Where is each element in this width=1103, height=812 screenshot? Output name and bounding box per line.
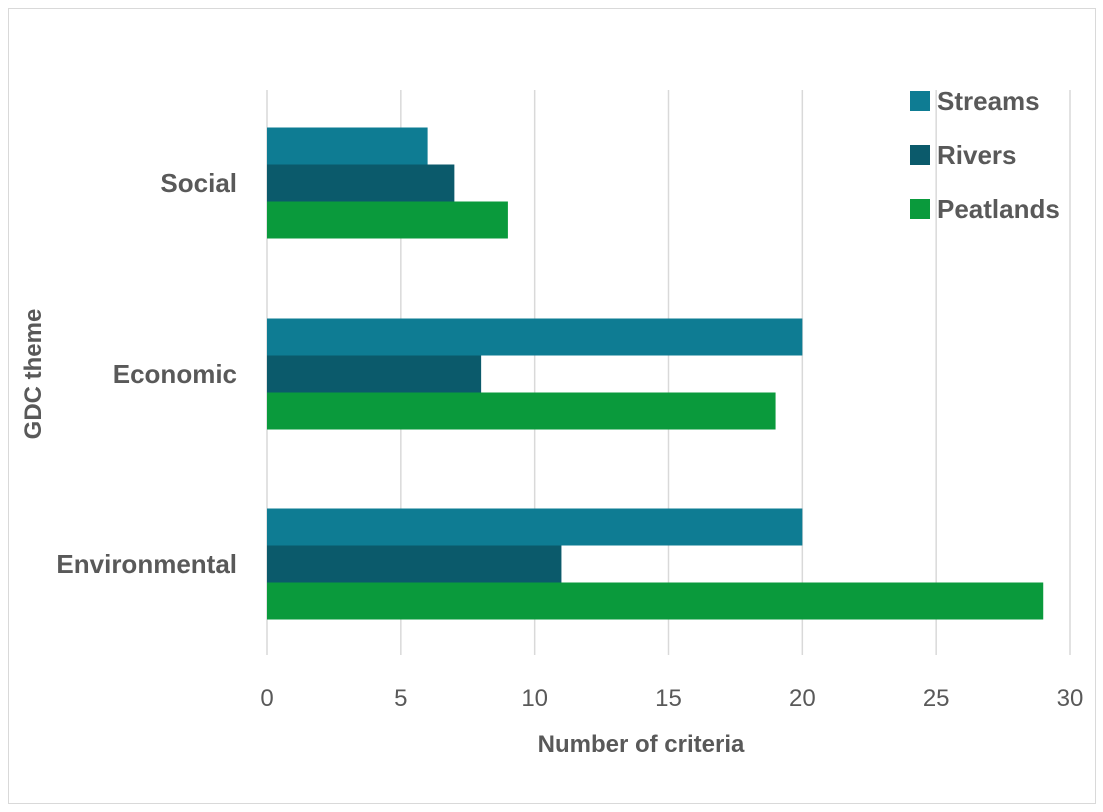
bar-peatlands-social <box>267 201 508 239</box>
bar-streams-environmental <box>267 508 803 546</box>
x-tick-label: 10 <box>521 685 548 712</box>
category-label-economic: Economic <box>113 359 237 389</box>
bar-rivers-social <box>267 164 455 202</box>
bar-rivers-economic <box>267 355 482 393</box>
category-label-environmental: Environmental <box>56 549 237 579</box>
legend-swatch-rivers <box>910 145 930 165</box>
legend-swatch-streams <box>910 91 930 111</box>
legend-swatch-peatlands <box>910 199 930 219</box>
y-axis-title: GDC theme <box>20 309 47 440</box>
bar-peatlands-environmental <box>267 582 1044 620</box>
x-tick-label: 25 <box>923 685 950 712</box>
x-tick-labels: 0 5 10 15 20 25 30 <box>260 685 1083 712</box>
legend: Streams Rivers Peatlands <box>910 86 1060 224</box>
category-labels: Social Economic Environmental <box>56 168 237 579</box>
x-axis-title: Number of criteria <box>538 731 745 758</box>
x-tick-label: 15 <box>655 685 682 712</box>
x-tick-label: 5 <box>394 685 407 712</box>
bar-streams-social <box>267 127 428 165</box>
category-label-social: Social <box>160 168 237 198</box>
legend-label-peatlands: Peatlands <box>937 194 1060 224</box>
x-tick-label: 0 <box>260 685 273 712</box>
bar-streams-economic <box>267 318 803 356</box>
x-tick-label: 20 <box>789 685 816 712</box>
bar-peatlands-economic <box>267 392 776 430</box>
bar-rivers-environmental <box>267 545 562 583</box>
bars <box>267 127 1044 620</box>
legend-label-rivers: Rivers <box>937 140 1017 170</box>
x-tick-label: 30 <box>1057 685 1084 712</box>
legend-label-streams: Streams <box>937 86 1040 116</box>
